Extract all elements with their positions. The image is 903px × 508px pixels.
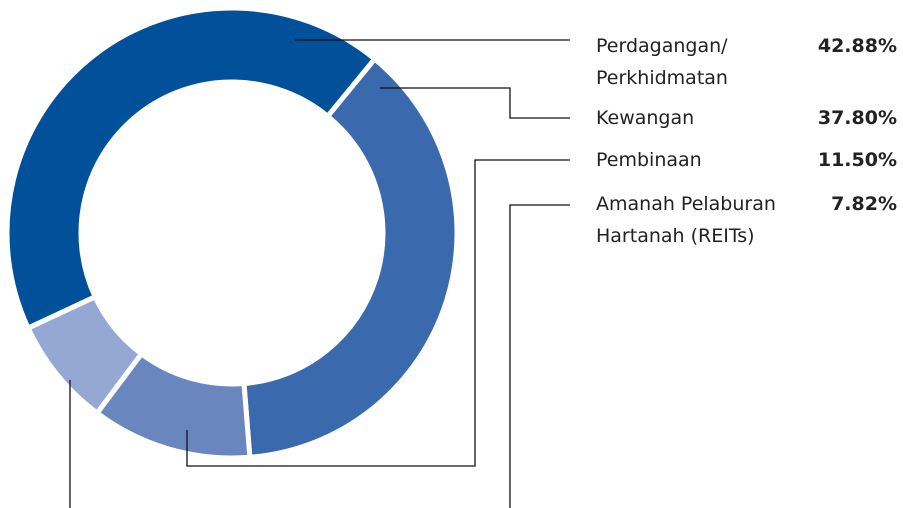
- donut-segment: [24, 293, 145, 417]
- legend-label: Perdagangan/ Perkhidmatan: [596, 35, 728, 89]
- donut: [4, 5, 460, 461]
- value-label: 7.82%: [831, 193, 897, 215]
- leader-line: [380, 87, 570, 119]
- legend-label: Pembinaan: [596, 149, 702, 171]
- legend-label: Amanah Pelaburan Hartanah (REITs): [596, 193, 776, 247]
- donut-segment: [4, 5, 379, 332]
- leader-line: [186, 159, 570, 467]
- value-label: 37.80%: [817, 107, 897, 129]
- value-label: 11.50%: [817, 149, 897, 171]
- donut-segment: [241, 55, 460, 460]
- value-label: 42.88%: [817, 35, 897, 57]
- leader-line: [509, 204, 570, 508]
- legend-label: Kewangan: [596, 107, 695, 129]
